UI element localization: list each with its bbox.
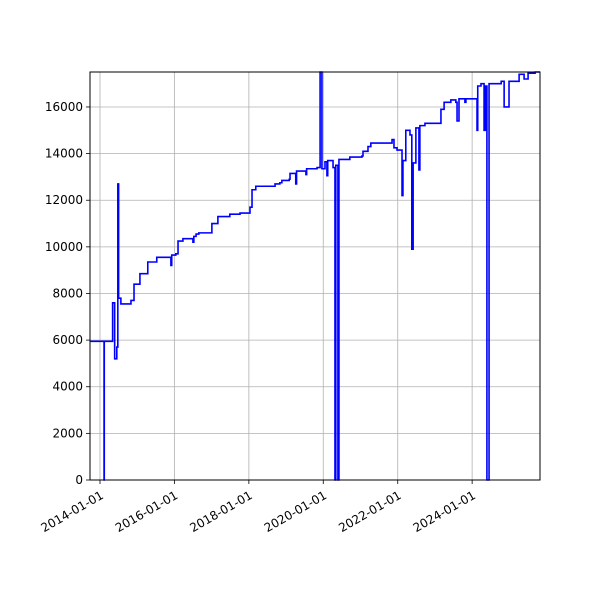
series-line (90, 71, 540, 481)
y-tick-label: 4000 (52, 380, 83, 394)
plot-frame (89, 71, 541, 481)
y-tick-label: 0 (75, 473, 83, 487)
x-tick-label: 2018-01-01 (187, 488, 254, 535)
y-tick-label: 14000 (45, 147, 83, 161)
x-tick-label: 2014-01-01 (38, 488, 105, 535)
x-tick-label: 2024-01-01 (411, 488, 478, 535)
x-tick-label: 2022-01-01 (336, 488, 403, 535)
x-axis: 2014-01-01 2016-01-01 2018-01-01 2020-01-01… (38, 480, 478, 535)
y-tick-label: 6000 (52, 333, 83, 347)
grid (90, 72, 540, 481)
y-tick-label: 8000 (52, 286, 83, 300)
x-tick-label: 2016-01-01 (113, 488, 180, 535)
y-tick-label: 12000 (45, 193, 83, 207)
y-tick-label: 10000 (45, 240, 83, 254)
y-tick-label: 16000 (45, 100, 83, 114)
y-tick-label: 2000 (52, 426, 83, 440)
x-tick-label: 2020-01-01 (262, 488, 329, 535)
y-axis: 0 2000 4000 6000 8000 10000 12000 14000 16000 (45, 100, 90, 487)
